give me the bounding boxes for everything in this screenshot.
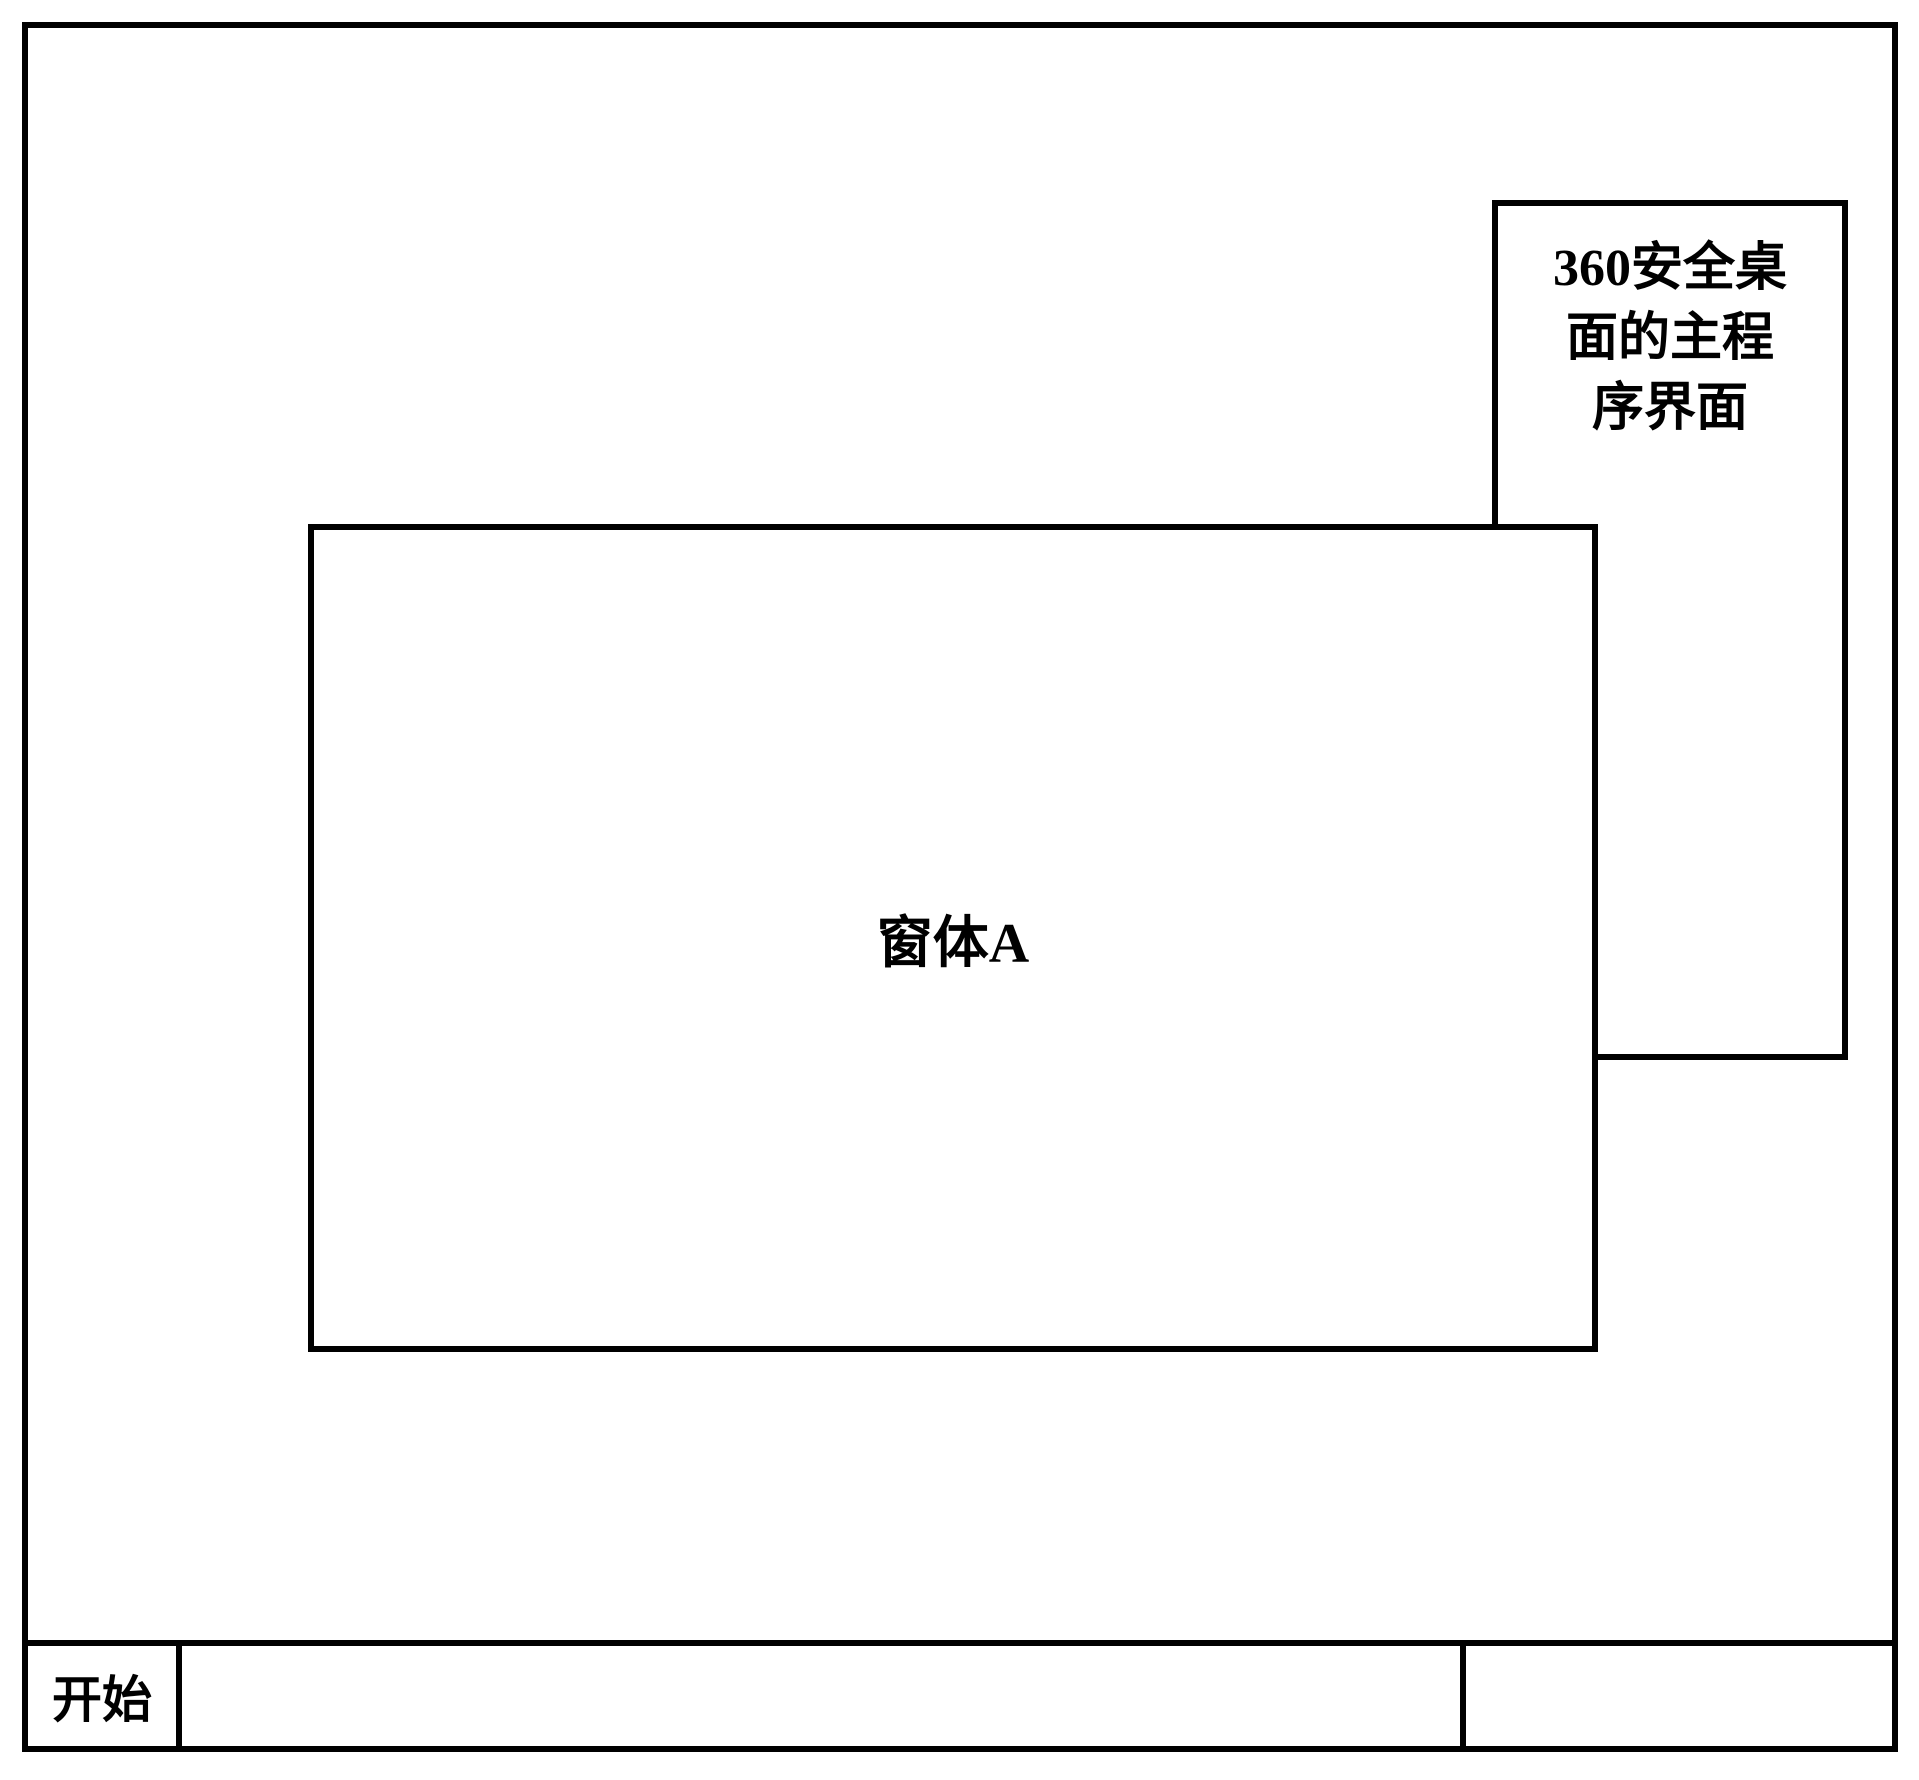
side-panel-label: 360安全桌 面的主程 序界面 [1553, 234, 1787, 445]
start-button-label: 开始 [52, 1660, 152, 1732]
side-panel-line1: 360安全桌 [1553, 240, 1787, 297]
window-a-label: 窗体A [877, 898, 1029, 979]
side-panel-line2: 面的主程 [1566, 310, 1774, 367]
taskbar: 开始 [22, 1640, 1898, 1752]
start-button[interactable]: 开始 [22, 1640, 182, 1752]
taskbar-middle [182, 1640, 1466, 1752]
window-a[interactable]: 窗体A [308, 524, 1598, 1352]
side-panel-line3: 序界面 [1592, 380, 1748, 437]
taskbar-tray[interactable] [1466, 1640, 1898, 1752]
